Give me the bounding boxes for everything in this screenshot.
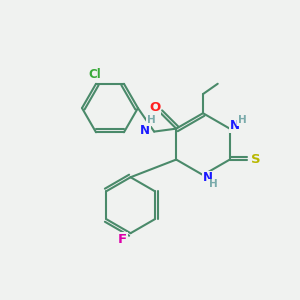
Text: N: N (203, 172, 213, 184)
Text: H: H (209, 179, 218, 190)
Text: H: H (147, 116, 156, 125)
Text: F: F (118, 233, 127, 246)
Text: S: S (251, 153, 261, 166)
Text: O: O (149, 101, 160, 114)
Text: Cl: Cl (88, 68, 101, 82)
Text: N: N (140, 124, 150, 136)
Text: H: H (238, 115, 247, 125)
Text: N: N (230, 118, 240, 132)
